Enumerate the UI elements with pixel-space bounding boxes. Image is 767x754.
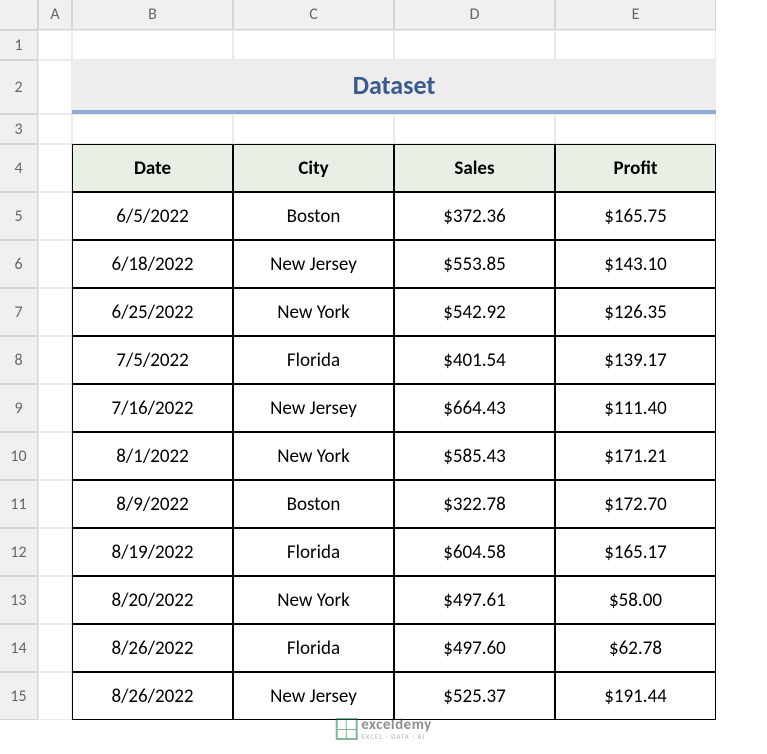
table-row[interactable]: $58.00 bbox=[555, 576, 716, 624]
watermark-sub: EXCEL · DATA · BI bbox=[361, 733, 432, 740]
cell-B1[interactable] bbox=[72, 30, 233, 60]
table-row[interactable]: $143.10 bbox=[555, 240, 716, 288]
cell-A9[interactable] bbox=[38, 384, 72, 432]
table-row[interactable]: 8/19/2022 bbox=[72, 528, 233, 576]
row-header-11[interactable]: 11 bbox=[0, 480, 38, 528]
table-row[interactable]: $525.37 bbox=[394, 672, 555, 720]
table-row[interactable]: $497.60 bbox=[394, 624, 555, 672]
table-header-profit[interactable]: Profit bbox=[555, 144, 716, 192]
table-row[interactable]: 8/1/2022 bbox=[72, 432, 233, 480]
row-header-15[interactable]: 15 bbox=[0, 672, 38, 720]
table-row[interactable]: $139.17 bbox=[555, 336, 716, 384]
table-header-date[interactable]: Date bbox=[72, 144, 233, 192]
cell-A8[interactable] bbox=[38, 336, 72, 384]
row-header-6[interactable]: 6 bbox=[0, 240, 38, 288]
table-header-city[interactable]: City bbox=[233, 144, 394, 192]
select-all-corner[interactable] bbox=[0, 0, 38, 30]
table-row[interactable]: $604.58 bbox=[394, 528, 555, 576]
table-row[interactable]: New York bbox=[233, 576, 394, 624]
table-row[interactable]: New York bbox=[233, 432, 394, 480]
col-header-D[interactable]: D bbox=[394, 0, 555, 30]
table-row[interactable]: 8/26/2022 bbox=[72, 672, 233, 720]
col-header-C[interactable]: C bbox=[233, 0, 394, 30]
table-row[interactable]: $126.35 bbox=[555, 288, 716, 336]
table-row[interactable]: 8/9/2022 bbox=[72, 480, 233, 528]
row-header-8[interactable]: 8 bbox=[0, 336, 38, 384]
table-row[interactable]: 6/18/2022 bbox=[72, 240, 233, 288]
row-header-1[interactable]: 1 bbox=[0, 30, 38, 60]
row-header-3[interactable]: 3 bbox=[0, 114, 38, 144]
table-row[interactable]: $322.78 bbox=[394, 480, 555, 528]
cell-E3[interactable] bbox=[555, 114, 716, 144]
spreadsheet-grid: A B C D E 1 2 Dataset 3 4 Date City Sale… bbox=[0, 0, 767, 720]
table-row[interactable]: $553.85 bbox=[394, 240, 555, 288]
row-header-12[interactable]: 12 bbox=[0, 528, 38, 576]
table-row[interactable]: $191.44 bbox=[555, 672, 716, 720]
cell-C3[interactable] bbox=[233, 114, 394, 144]
cell-A4[interactable] bbox=[38, 144, 72, 192]
table-row[interactable]: 8/26/2022 bbox=[72, 624, 233, 672]
table-row[interactable]: Florida bbox=[233, 528, 394, 576]
row-header-13[interactable]: 13 bbox=[0, 576, 38, 624]
table-row[interactable]: $111.40 bbox=[555, 384, 716, 432]
cell-D3[interactable] bbox=[394, 114, 555, 144]
table-row[interactable]: $172.70 bbox=[555, 480, 716, 528]
table-row[interactable]: Florida bbox=[233, 336, 394, 384]
table-row[interactable]: Florida bbox=[233, 624, 394, 672]
table-row[interactable]: $62.78 bbox=[555, 624, 716, 672]
cell-C1[interactable] bbox=[233, 30, 394, 60]
table-row[interactable]: Boston bbox=[233, 480, 394, 528]
table-row[interactable]: $664.43 bbox=[394, 384, 555, 432]
table-row[interactable]: New Jersey bbox=[233, 240, 394, 288]
table-row[interactable]: $165.17 bbox=[555, 528, 716, 576]
table-row[interactable]: $542.92 bbox=[394, 288, 555, 336]
cell-A12[interactable] bbox=[38, 528, 72, 576]
table-row[interactable]: New Jersey bbox=[233, 672, 394, 720]
table-row[interactable]: $401.54 bbox=[394, 336, 555, 384]
cell-A15[interactable] bbox=[38, 672, 72, 720]
cell-A7[interactable] bbox=[38, 288, 72, 336]
row-header-7[interactable]: 7 bbox=[0, 288, 38, 336]
cell-A1[interactable] bbox=[38, 30, 72, 60]
col-header-E[interactable]: E bbox=[555, 0, 716, 30]
table-row[interactable]: $497.61 bbox=[394, 576, 555, 624]
table-row[interactable]: $372.36 bbox=[394, 192, 555, 240]
cell-A2[interactable] bbox=[38, 60, 72, 114]
excel-icon bbox=[335, 718, 357, 740]
table-row[interactable]: $585.43 bbox=[394, 432, 555, 480]
table-row[interactable]: New Jersey bbox=[233, 384, 394, 432]
table-row[interactable]: Boston bbox=[233, 192, 394, 240]
cell-D1[interactable] bbox=[394, 30, 555, 60]
cell-A13[interactable] bbox=[38, 576, 72, 624]
col-header-B[interactable]: B bbox=[72, 0, 233, 30]
cell-A6[interactable] bbox=[38, 240, 72, 288]
cell-A10[interactable] bbox=[38, 432, 72, 480]
watermark: exceldemy EXCEL · DATA · BI bbox=[335, 718, 432, 740]
row-header-14[interactable]: 14 bbox=[0, 624, 38, 672]
row-header-2[interactable]: 2 bbox=[0, 60, 38, 114]
col-header-A[interactable]: A bbox=[38, 0, 72, 30]
cell-E1[interactable] bbox=[555, 30, 716, 60]
watermark-main: exceldemy bbox=[361, 718, 432, 733]
table-row[interactable]: New York bbox=[233, 288, 394, 336]
table-row[interactable]: 7/5/2022 bbox=[72, 336, 233, 384]
table-row[interactable]: 7/16/2022 bbox=[72, 384, 233, 432]
row-header-4[interactable]: 4 bbox=[0, 144, 38, 192]
table-row[interactable]: 6/5/2022 bbox=[72, 192, 233, 240]
cell-A5[interactable] bbox=[38, 192, 72, 240]
cell-A3[interactable] bbox=[38, 114, 72, 144]
cell-A14[interactable] bbox=[38, 624, 72, 672]
row-header-10[interactable]: 10 bbox=[0, 432, 38, 480]
cell-A11[interactable] bbox=[38, 480, 72, 528]
row-header-9[interactable]: 9 bbox=[0, 384, 38, 432]
table-row[interactable]: 6/25/2022 bbox=[72, 288, 233, 336]
cell-B3[interactable] bbox=[72, 114, 233, 144]
row-header-5[interactable]: 5 bbox=[0, 192, 38, 240]
table-row[interactable]: 8/20/2022 bbox=[72, 576, 233, 624]
table-row[interactable]: $171.21 bbox=[555, 432, 716, 480]
dataset-title[interactable]: Dataset bbox=[72, 60, 716, 114]
table-header-sales[interactable]: Sales bbox=[394, 144, 555, 192]
table-row[interactable]: $165.75 bbox=[555, 192, 716, 240]
